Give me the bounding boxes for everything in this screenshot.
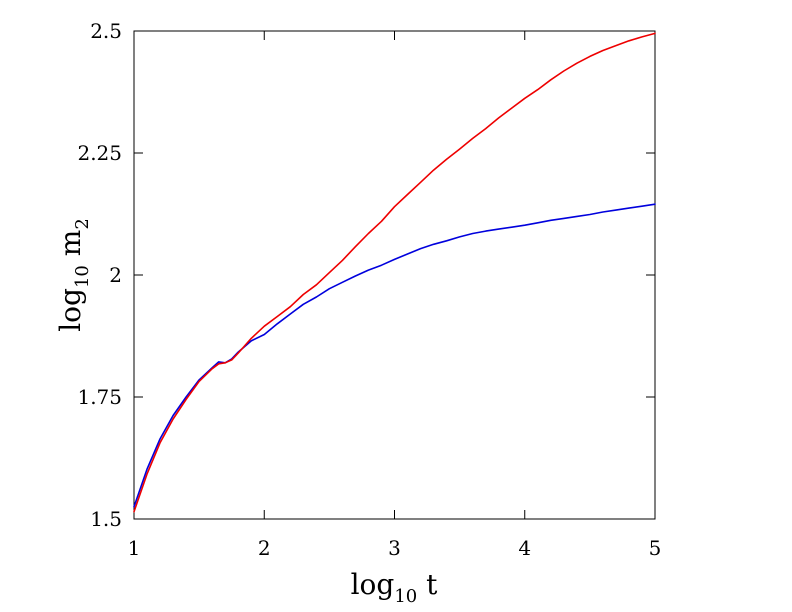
y-tick-label: 2.25 [77, 141, 122, 165]
x-axis-label: log10 t [351, 568, 439, 607]
plot-frame [133, 30, 656, 520]
y-tick-label: 2.5 [90, 19, 122, 43]
series-line-1 [133, 203, 656, 508]
x-tick-label: 1 [128, 536, 141, 560]
x-tick-label: 2 [258, 536, 271, 560]
y-tick-label: 2 [109, 263, 122, 287]
series-line-2 [133, 32, 656, 513]
tick-labels: 1 2 3 4 5 1.5 1.75 2 2.25 2.5 [77, 19, 661, 560]
series-layer [133, 32, 656, 513]
y-tick-label: 1.75 [77, 385, 122, 409]
x-tick-label: 3 [388, 536, 401, 560]
x-tick-label: 5 [649, 536, 662, 560]
x-tick-label: 4 [518, 536, 531, 560]
y-axis-label: log10 m2 [54, 218, 93, 332]
axis-ticks [133, 30, 656, 520]
y-tick-label: 1.5 [90, 507, 122, 531]
